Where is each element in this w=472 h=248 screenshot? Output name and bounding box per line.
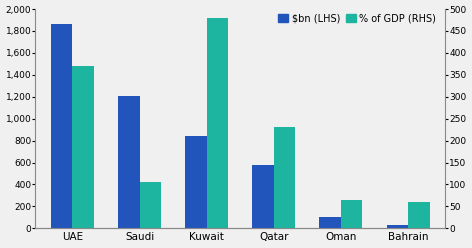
Bar [408, 202, 430, 228]
Bar [253, 165, 274, 228]
Bar [274, 127, 295, 228]
Bar [341, 200, 362, 228]
Bar [140, 182, 161, 228]
Bar [320, 217, 341, 228]
Bar [387, 225, 408, 228]
Bar [207, 18, 228, 228]
Bar [51, 24, 72, 228]
Bar [185, 136, 207, 228]
Bar [72, 66, 94, 228]
Legend: $bn (LHS), % of GDP (RHS): $bn (LHS), % of GDP (RHS) [274, 9, 440, 27]
Bar [118, 96, 140, 228]
